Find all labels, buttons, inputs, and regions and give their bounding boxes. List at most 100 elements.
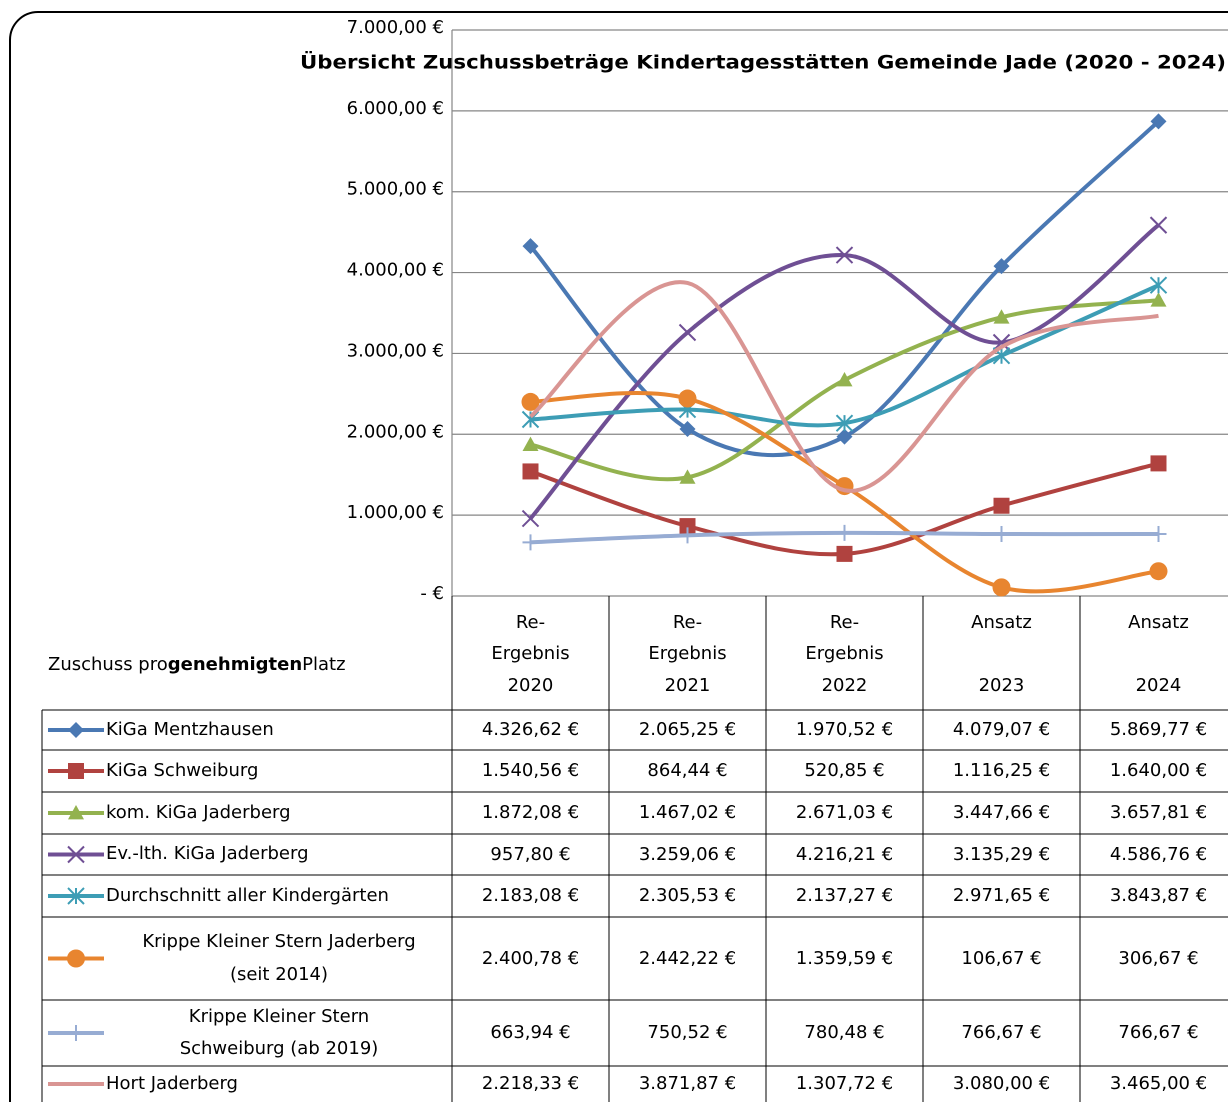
legend-label: KiGa Schweiburg (106, 759, 259, 781)
data-label: 750,52 € (647, 1022, 728, 1044)
data-label: 780,48 € (804, 1022, 885, 1044)
marker (521, 392, 540, 411)
series (522, 524, 1167, 551)
legend-label: Krippe Kleiner Stern Schweiburg (ab 2019… (179, 1005, 379, 1059)
marker (835, 246, 854, 264)
data-label: 1.467,02 € (638, 802, 737, 824)
series (522, 113, 1167, 458)
y-tick-label: 4.000,00 € (347, 260, 444, 281)
marker (522, 436, 539, 452)
marker (522, 238, 539, 255)
marker (68, 722, 84, 738)
marker (993, 526, 1010, 543)
data-label: 864,44 € (647, 760, 728, 782)
marker (679, 518, 696, 535)
y-tick-label: 1.000,00 € (347, 502, 444, 523)
marker (522, 534, 539, 551)
marker (1150, 292, 1167, 307)
marker (836, 524, 853, 541)
data-label: 3.135,29 € (952, 843, 1051, 865)
marker (68, 763, 84, 779)
data-label: 3.843,87 € (1109, 885, 1208, 907)
series (529, 280, 1159, 493)
data-label: 2.671,03 € (795, 802, 894, 824)
series (521, 216, 1168, 528)
marker (678, 323, 697, 342)
legend-label: KiGa Mentzhausen (106, 718, 274, 740)
data-label: 1.116,25 € (952, 760, 1051, 782)
marker (678, 389, 697, 408)
data-label: 1.872,08 € (481, 802, 580, 824)
legend-label: Hort Jaderberg (106, 1072, 238, 1094)
data-label: 3.657,81 € (1109, 802, 1208, 824)
marker (992, 333, 1011, 352)
data-label: 1.640,00 € (1109, 760, 1208, 782)
marker (679, 527, 696, 544)
label-part: Platz (302, 654, 346, 676)
legend-label: Durchschnitt aller Kindergärten (106, 884, 389, 906)
data-label: 3.080,00 € (952, 1073, 1051, 1095)
data-label: 2.400,78 € (481, 947, 580, 969)
marker (67, 887, 85, 905)
y-tick-label: 5.000,00 € (347, 179, 444, 200)
data-label: 3.871,87 € (638, 1073, 737, 1095)
marker (1149, 276, 1168, 294)
data-label: 3.465,00 € (1109, 1073, 1208, 1095)
y-tick-label: - € (420, 583, 444, 604)
data-label: 2.218,33 € (481, 1073, 580, 1095)
data-label: 2.065,25 € (638, 719, 737, 741)
data-label: 1.540,56 € (481, 760, 580, 782)
marker (67, 949, 85, 968)
data-label: 306,67 € (1118, 947, 1199, 969)
marker (993, 258, 1010, 275)
label-part: genehmigten (167, 654, 303, 676)
data-label: 2.305,53 € (638, 885, 737, 907)
series-line (529, 280, 1159, 493)
data-label: 766,67 € (961, 1022, 1042, 1044)
marker (1150, 113, 1167, 130)
data-label: 2.137,27 € (795, 885, 894, 907)
marker (993, 497, 1010, 514)
y-tick-label: 7.000,00 € (347, 17, 444, 38)
marker (67, 845, 85, 864)
marker (835, 414, 854, 432)
marker (836, 372, 853, 387)
marker (993, 309, 1010, 324)
marker (1149, 216, 1168, 234)
marker (992, 578, 1011, 597)
data-label: 3.447,66 € (952, 802, 1051, 824)
table-label: Zuschuss pro genehmigten Platz (48, 630, 452, 700)
x-tick-label: Ansatz 2024 (1128, 611, 1189, 696)
data-label: 106,67 € (961, 947, 1042, 969)
frame (9, 11, 1228, 1102)
data-label: 4.216,21 € (795, 843, 894, 865)
marker (1150, 455, 1167, 472)
marker (1150, 526, 1167, 543)
marker (521, 509, 540, 528)
legend-label: Ev.-lth. KiGa Jaderberg (106, 843, 309, 865)
marker (522, 463, 539, 480)
x-tick-label: Re- Ergebnis 2020 (491, 611, 570, 696)
data-label: 766,67 € (1118, 1022, 1199, 1044)
marker (1149, 562, 1168, 581)
series (522, 455, 1167, 562)
y-tick-label: 3.000,00 € (347, 340, 444, 361)
data-label: 2.971,65 € (952, 885, 1051, 907)
x-tick-label: Re- Ergebnis 2021 (648, 611, 727, 696)
data-label: 4.326,62 € (481, 719, 580, 741)
data-label: 5.869,77 € (1109, 719, 1208, 741)
data-label: 957,80 € (490, 843, 571, 865)
data-label: 1.307,72 € (795, 1073, 894, 1095)
y-tick-label: 6.000,00 € (347, 98, 444, 119)
x-tick-label: Re- Ergebnis 2022 (805, 611, 884, 696)
data-label: 4.586,76 € (1109, 843, 1208, 865)
data-label: 4.079,07 € (952, 719, 1051, 741)
data-label: 2.183,08 € (481, 885, 580, 907)
marker (68, 805, 84, 820)
marker (836, 545, 853, 562)
data-label: 3.259,06 € (638, 843, 737, 865)
data-label: 520,85 € (804, 760, 885, 782)
label-part: Zuschuss pro (48, 654, 168, 676)
